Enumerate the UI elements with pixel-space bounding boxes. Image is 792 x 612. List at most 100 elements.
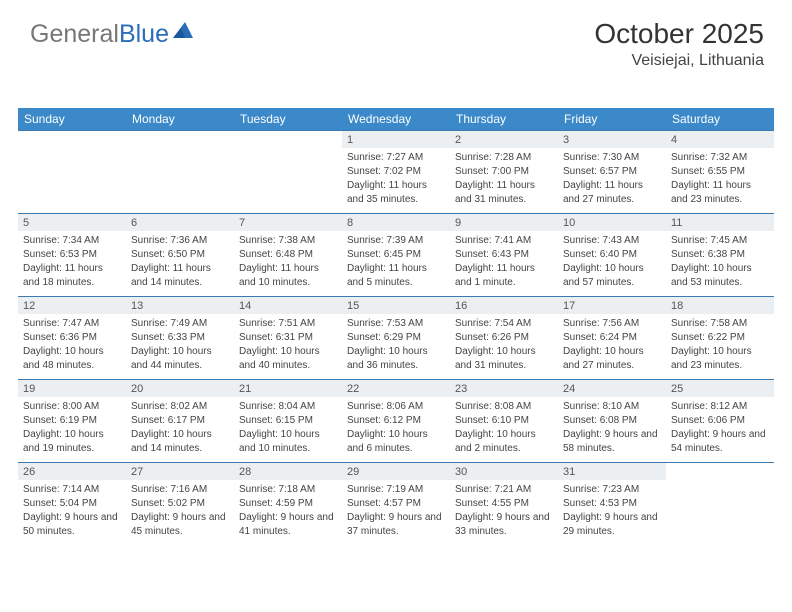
daylight-text: Daylight: 10 hours and 36 minutes.	[347, 345, 445, 372]
calendar-cell: 19Sunrise: 8:00 AMSunset: 6:19 PMDayligh…	[18, 380, 126, 463]
day-number: 12	[18, 297, 126, 314]
sunset-text: Sunset: 6:31 PM	[239, 331, 337, 345]
daylight-text: Daylight: 10 hours and 44 minutes.	[131, 345, 229, 372]
day-number: 26	[18, 463, 126, 480]
sunset-text: Sunset: 6:50 PM	[131, 248, 229, 262]
sunrise-text: Sunrise: 7:43 AM	[563, 234, 661, 248]
calendar-cell	[18, 131, 126, 214]
logo-text-blue: Blue	[119, 20, 169, 48]
logo-text: GeneralBlue	[30, 20, 169, 49]
day-number: 21	[234, 380, 342, 397]
month-title: October 2025	[594, 18, 764, 50]
calendar-cell: 17Sunrise: 7:56 AMSunset: 6:24 PMDayligh…	[558, 297, 666, 380]
calendar-cell: 31Sunrise: 7:23 AMSunset: 4:53 PMDayligh…	[558, 463, 666, 546]
calendar-cell: 24Sunrise: 8:10 AMSunset: 6:08 PMDayligh…	[558, 380, 666, 463]
calendar-cell: 4Sunrise: 7:32 AMSunset: 6:55 PMDaylight…	[666, 131, 774, 214]
calendar-cell: 5Sunrise: 7:34 AMSunset: 6:53 PMDaylight…	[18, 214, 126, 297]
day-info: Sunrise: 7:49 AMSunset: 6:33 PMDaylight:…	[126, 314, 234, 375]
day-number: 15	[342, 297, 450, 314]
calendar-cell: 21Sunrise: 8:04 AMSunset: 6:15 PMDayligh…	[234, 380, 342, 463]
calendar-week-row: 5Sunrise: 7:34 AMSunset: 6:53 PMDaylight…	[18, 214, 774, 297]
calendar-cell	[126, 131, 234, 214]
calendar-cell: 16Sunrise: 7:54 AMSunset: 6:26 PMDayligh…	[450, 297, 558, 380]
daylight-text: Daylight: 10 hours and 19 minutes.	[23, 428, 121, 455]
sunrise-text: Sunrise: 7:47 AM	[23, 317, 121, 331]
day-number: 28	[234, 463, 342, 480]
daylight-text: Daylight: 9 hours and 37 minutes.	[347, 511, 445, 538]
sunset-text: Sunset: 6:38 PM	[671, 248, 769, 262]
day-number: 13	[126, 297, 234, 314]
day-info: Sunrise: 7:16 AMSunset: 5:02 PMDaylight:…	[126, 480, 234, 541]
calendar-cell: 15Sunrise: 7:53 AMSunset: 6:29 PMDayligh…	[342, 297, 450, 380]
sunrise-text: Sunrise: 7:34 AM	[23, 234, 121, 248]
calendar-cell: 27Sunrise: 7:16 AMSunset: 5:02 PMDayligh…	[126, 463, 234, 546]
sunset-text: Sunset: 6:10 PM	[455, 414, 553, 428]
calendar-cell: 13Sunrise: 7:49 AMSunset: 6:33 PMDayligh…	[126, 297, 234, 380]
day-number: 6	[126, 214, 234, 231]
daylight-text: Daylight: 11 hours and 23 minutes.	[671, 179, 769, 206]
sunset-text: Sunset: 6:29 PM	[347, 331, 445, 345]
day-number: 4	[666, 131, 774, 148]
daylight-text: Daylight: 11 hours and 18 minutes.	[23, 262, 121, 289]
sunset-text: Sunset: 4:57 PM	[347, 497, 445, 511]
sunset-text: Sunset: 6:19 PM	[23, 414, 121, 428]
daylight-text: Daylight: 11 hours and 5 minutes.	[347, 262, 445, 289]
daylight-text: Daylight: 9 hours and 45 minutes.	[131, 511, 229, 538]
daylight-text: Daylight: 10 hours and 48 minutes.	[23, 345, 121, 372]
daylight-text: Daylight: 11 hours and 1 minute.	[455, 262, 553, 289]
day-info: Sunrise: 8:06 AMSunset: 6:12 PMDaylight:…	[342, 397, 450, 458]
calendar-week-row: 26Sunrise: 7:14 AMSunset: 5:04 PMDayligh…	[18, 463, 774, 546]
day-number: 9	[450, 214, 558, 231]
day-number: 30	[450, 463, 558, 480]
day-info: Sunrise: 7:41 AMSunset: 6:43 PMDaylight:…	[450, 231, 558, 292]
calendar-cell: 3Sunrise: 7:30 AMSunset: 6:57 PMDaylight…	[558, 131, 666, 214]
sunrise-text: Sunrise: 7:54 AM	[455, 317, 553, 331]
day-number: 23	[450, 380, 558, 397]
day-header: Tuesday	[234, 108, 342, 131]
calendar-week-row: 19Sunrise: 8:00 AMSunset: 6:19 PMDayligh…	[18, 380, 774, 463]
day-info: Sunrise: 7:28 AMSunset: 7:00 PMDaylight:…	[450, 148, 558, 209]
calendar-cell: 2Sunrise: 7:28 AMSunset: 7:00 PMDaylight…	[450, 131, 558, 214]
calendar-body: 1Sunrise: 7:27 AMSunset: 7:02 PMDaylight…	[18, 131, 774, 546]
sunset-text: Sunset: 6:36 PM	[23, 331, 121, 345]
day-number: 27	[126, 463, 234, 480]
daylight-text: Daylight: 10 hours and 2 minutes.	[455, 428, 553, 455]
sunset-text: Sunset: 6:33 PM	[131, 331, 229, 345]
sunset-text: Sunset: 6:48 PM	[239, 248, 337, 262]
daylight-text: Daylight: 11 hours and 35 minutes.	[347, 179, 445, 206]
sunset-text: Sunset: 6:57 PM	[563, 165, 661, 179]
day-header: Monday	[126, 108, 234, 131]
calendar-cell: 29Sunrise: 7:19 AMSunset: 4:57 PMDayligh…	[342, 463, 450, 546]
calendar-cell: 20Sunrise: 8:02 AMSunset: 6:17 PMDayligh…	[126, 380, 234, 463]
sunrise-text: Sunrise: 7:28 AM	[455, 151, 553, 165]
day-info: Sunrise: 7:47 AMSunset: 6:36 PMDaylight:…	[18, 314, 126, 375]
logo-sail-icon	[171, 20, 195, 47]
sunset-text: Sunset: 4:53 PM	[563, 497, 661, 511]
day-info: Sunrise: 8:08 AMSunset: 6:10 PMDaylight:…	[450, 397, 558, 458]
calendar-cell	[234, 131, 342, 214]
day-info: Sunrise: 7:45 AMSunset: 6:38 PMDaylight:…	[666, 231, 774, 292]
day-info: Sunrise: 8:10 AMSunset: 6:08 PMDaylight:…	[558, 397, 666, 458]
calendar-cell	[666, 463, 774, 546]
daylight-text: Daylight: 11 hours and 27 minutes.	[563, 179, 661, 206]
sunrise-text: Sunrise: 7:38 AM	[239, 234, 337, 248]
calendar-cell: 28Sunrise: 7:18 AMSunset: 4:59 PMDayligh…	[234, 463, 342, 546]
calendar-cell: 18Sunrise: 7:58 AMSunset: 6:22 PMDayligh…	[666, 297, 774, 380]
day-header-row: SundayMondayTuesdayWednesdayThursdayFrid…	[18, 108, 774, 131]
day-header: Wednesday	[342, 108, 450, 131]
calendar-cell: 1Sunrise: 7:27 AMSunset: 7:02 PMDaylight…	[342, 131, 450, 214]
calendar-week-row: 1Sunrise: 7:27 AMSunset: 7:02 PMDaylight…	[18, 131, 774, 214]
sunrise-text: Sunrise: 7:51 AM	[239, 317, 337, 331]
sunset-text: Sunset: 6:24 PM	[563, 331, 661, 345]
calendar-cell: 22Sunrise: 8:06 AMSunset: 6:12 PMDayligh…	[342, 380, 450, 463]
daylight-text: Daylight: 10 hours and 31 minutes.	[455, 345, 553, 372]
daylight-text: Daylight: 11 hours and 14 minutes.	[131, 262, 229, 289]
day-number: 1	[342, 131, 450, 148]
day-number: 24	[558, 380, 666, 397]
day-number: 20	[126, 380, 234, 397]
sunrise-text: Sunrise: 7:36 AM	[131, 234, 229, 248]
day-info: Sunrise: 7:56 AMSunset: 6:24 PMDaylight:…	[558, 314, 666, 375]
day-number: 3	[558, 131, 666, 148]
day-number: 5	[18, 214, 126, 231]
day-number: 19	[18, 380, 126, 397]
